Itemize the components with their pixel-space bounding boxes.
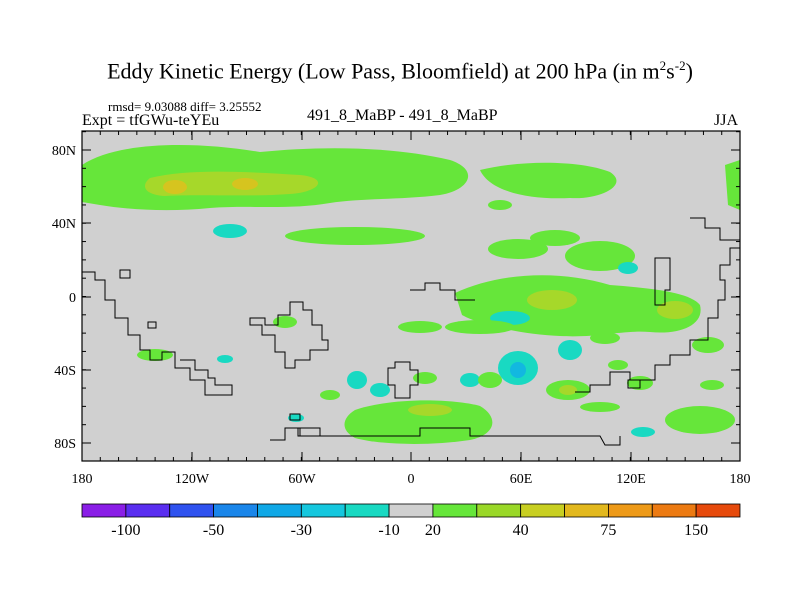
contour-south-green7: [320, 390, 340, 400]
lat-label: 80N: [52, 144, 76, 159]
contour-south-blue1: [510, 362, 526, 378]
contour-south-cyan7: [631, 427, 655, 437]
contour-lat40-green: [285, 227, 425, 245]
contour-south-green1: [137, 349, 173, 361]
contour-equator-green3: [398, 321, 442, 333]
colorbar-swatch: [169, 503, 215, 518]
contour-lat40-green5: [488, 200, 512, 210]
coast-islands: [119, 269, 641, 437]
colorbar-swatch: [213, 503, 258, 518]
contour-equator-yg: [527, 290, 577, 310]
lat-label: 0: [69, 291, 76, 306]
axis-ticks: [81, 131, 741, 461]
coast-asia2: [654, 257, 671, 306]
colorbar-swatch: [388, 503, 434, 518]
contour-lat40-green2: [530, 230, 580, 246]
contour-antarctic-green: [344, 400, 493, 444]
colorbar-swatch: [564, 503, 609, 518]
lat-axis-labels: 80N 40N 0 40S 80S: [52, 144, 76, 452]
lon-label: 180: [730, 472, 751, 487]
contour-antarctic-yg: [408, 404, 452, 416]
coast-americas: [82, 271, 233, 396]
colorbar-label: 40: [513, 522, 529, 539]
coast-antarctica: [270, 427, 621, 446]
colorbar-label: -10: [378, 522, 399, 539]
contour-lat40-cyan: [213, 224, 247, 238]
colorbar-labels: -100 -50 -30 -10 20 40 75 150: [111, 522, 708, 539]
colorbar-label: 150: [684, 522, 708, 539]
colorbar-label: -50: [203, 522, 224, 539]
lat-label: 40S: [54, 364, 76, 379]
lat-label: 40N: [52, 217, 76, 232]
contour-south-cyan4: [460, 373, 480, 387]
subtitle: 491_8_MaBP - 491_8_MaBP: [307, 107, 498, 124]
colorbar-swatch: [257, 503, 302, 518]
colorbar-label: -30: [291, 522, 312, 539]
contour-south-green10: [665, 406, 735, 434]
contour-east-tip: [725, 160, 740, 210]
contour-south-green8: [413, 372, 437, 384]
lon-axis-labels: 180 120W 60W 0 60E 120E 180: [72, 472, 751, 487]
colorbar-swatch: [300, 503, 346, 518]
contour-south-green5: [608, 360, 628, 370]
contour-south-green2: [478, 372, 502, 388]
chart-title: Eddy Kinetic Energy (Low Pass, Bloomfiel…: [107, 58, 693, 84]
colorbar-swatch: [520, 503, 565, 518]
contour-equator-green2: [445, 320, 515, 334]
stats-text: rmsd= 9.03088 diff= 3.25552: [108, 99, 262, 114]
colorbar-swatch: [81, 503, 127, 518]
contour-lat40-green3: [565, 241, 635, 271]
coast-australia: [575, 247, 740, 393]
lon-label: 60E: [510, 472, 533, 487]
lon-label: 120W: [175, 472, 210, 487]
lon-label: 180: [72, 472, 93, 487]
contour-north-band-inner: [145, 171, 319, 196]
coastlines: [82, 217, 740, 446]
colorbar-swatch: [344, 503, 390, 518]
contour-south-cyan6: [217, 355, 233, 363]
contour-north-peak2: [232, 178, 258, 190]
coast-africa-south: [387, 361, 419, 399]
contour-south-green9: [580, 402, 620, 412]
contour-south-cyan3: [347, 371, 367, 389]
colorbar: [81, 503, 741, 518]
contour-north-peak1: [163, 180, 187, 194]
lon-label: 120E: [616, 472, 646, 487]
coast-africa: [410, 282, 475, 301]
contour-south-green6: [700, 380, 724, 390]
colorbar-swatch: [695, 503, 741, 518]
lat-label: 80S: [54, 437, 76, 452]
colorbar-label: 20: [425, 522, 441, 539]
contour-equator-green4: [273, 316, 297, 328]
colorbar-swatch: [651, 503, 697, 518]
colorbar-swatch: [476, 503, 522, 518]
coast-asia: [690, 217, 740, 241]
contour-equator-yg2: [657, 301, 693, 319]
contour-equator-green6: [590, 332, 620, 344]
contour-south-cyan2: [558, 340, 582, 360]
colorbar-swatch: [608, 503, 653, 518]
colorbar-label: -100: [111, 522, 140, 539]
colorbar-label: 75: [600, 522, 616, 539]
colorbar-swatch: [432, 503, 478, 518]
season-label: JJA: [714, 112, 739, 129]
contour-fields: [82, 145, 740, 444]
colorbar-swatch: [125, 503, 171, 518]
contour-south-cyan5: [370, 383, 390, 397]
contour-north-east: [480, 162, 617, 199]
experiment-label: Expt = tfGWu-teYEu: [82, 112, 220, 129]
coast-samerica: [249, 301, 329, 369]
lon-label: 60W: [288, 472, 316, 487]
lon-label: 0: [408, 472, 415, 487]
contour-lat40-green4: [488, 239, 548, 259]
contour-lat40-cyan2: [618, 262, 638, 274]
contour-equator-green5: [692, 337, 724, 353]
contour-south-yg: [559, 385, 577, 395]
